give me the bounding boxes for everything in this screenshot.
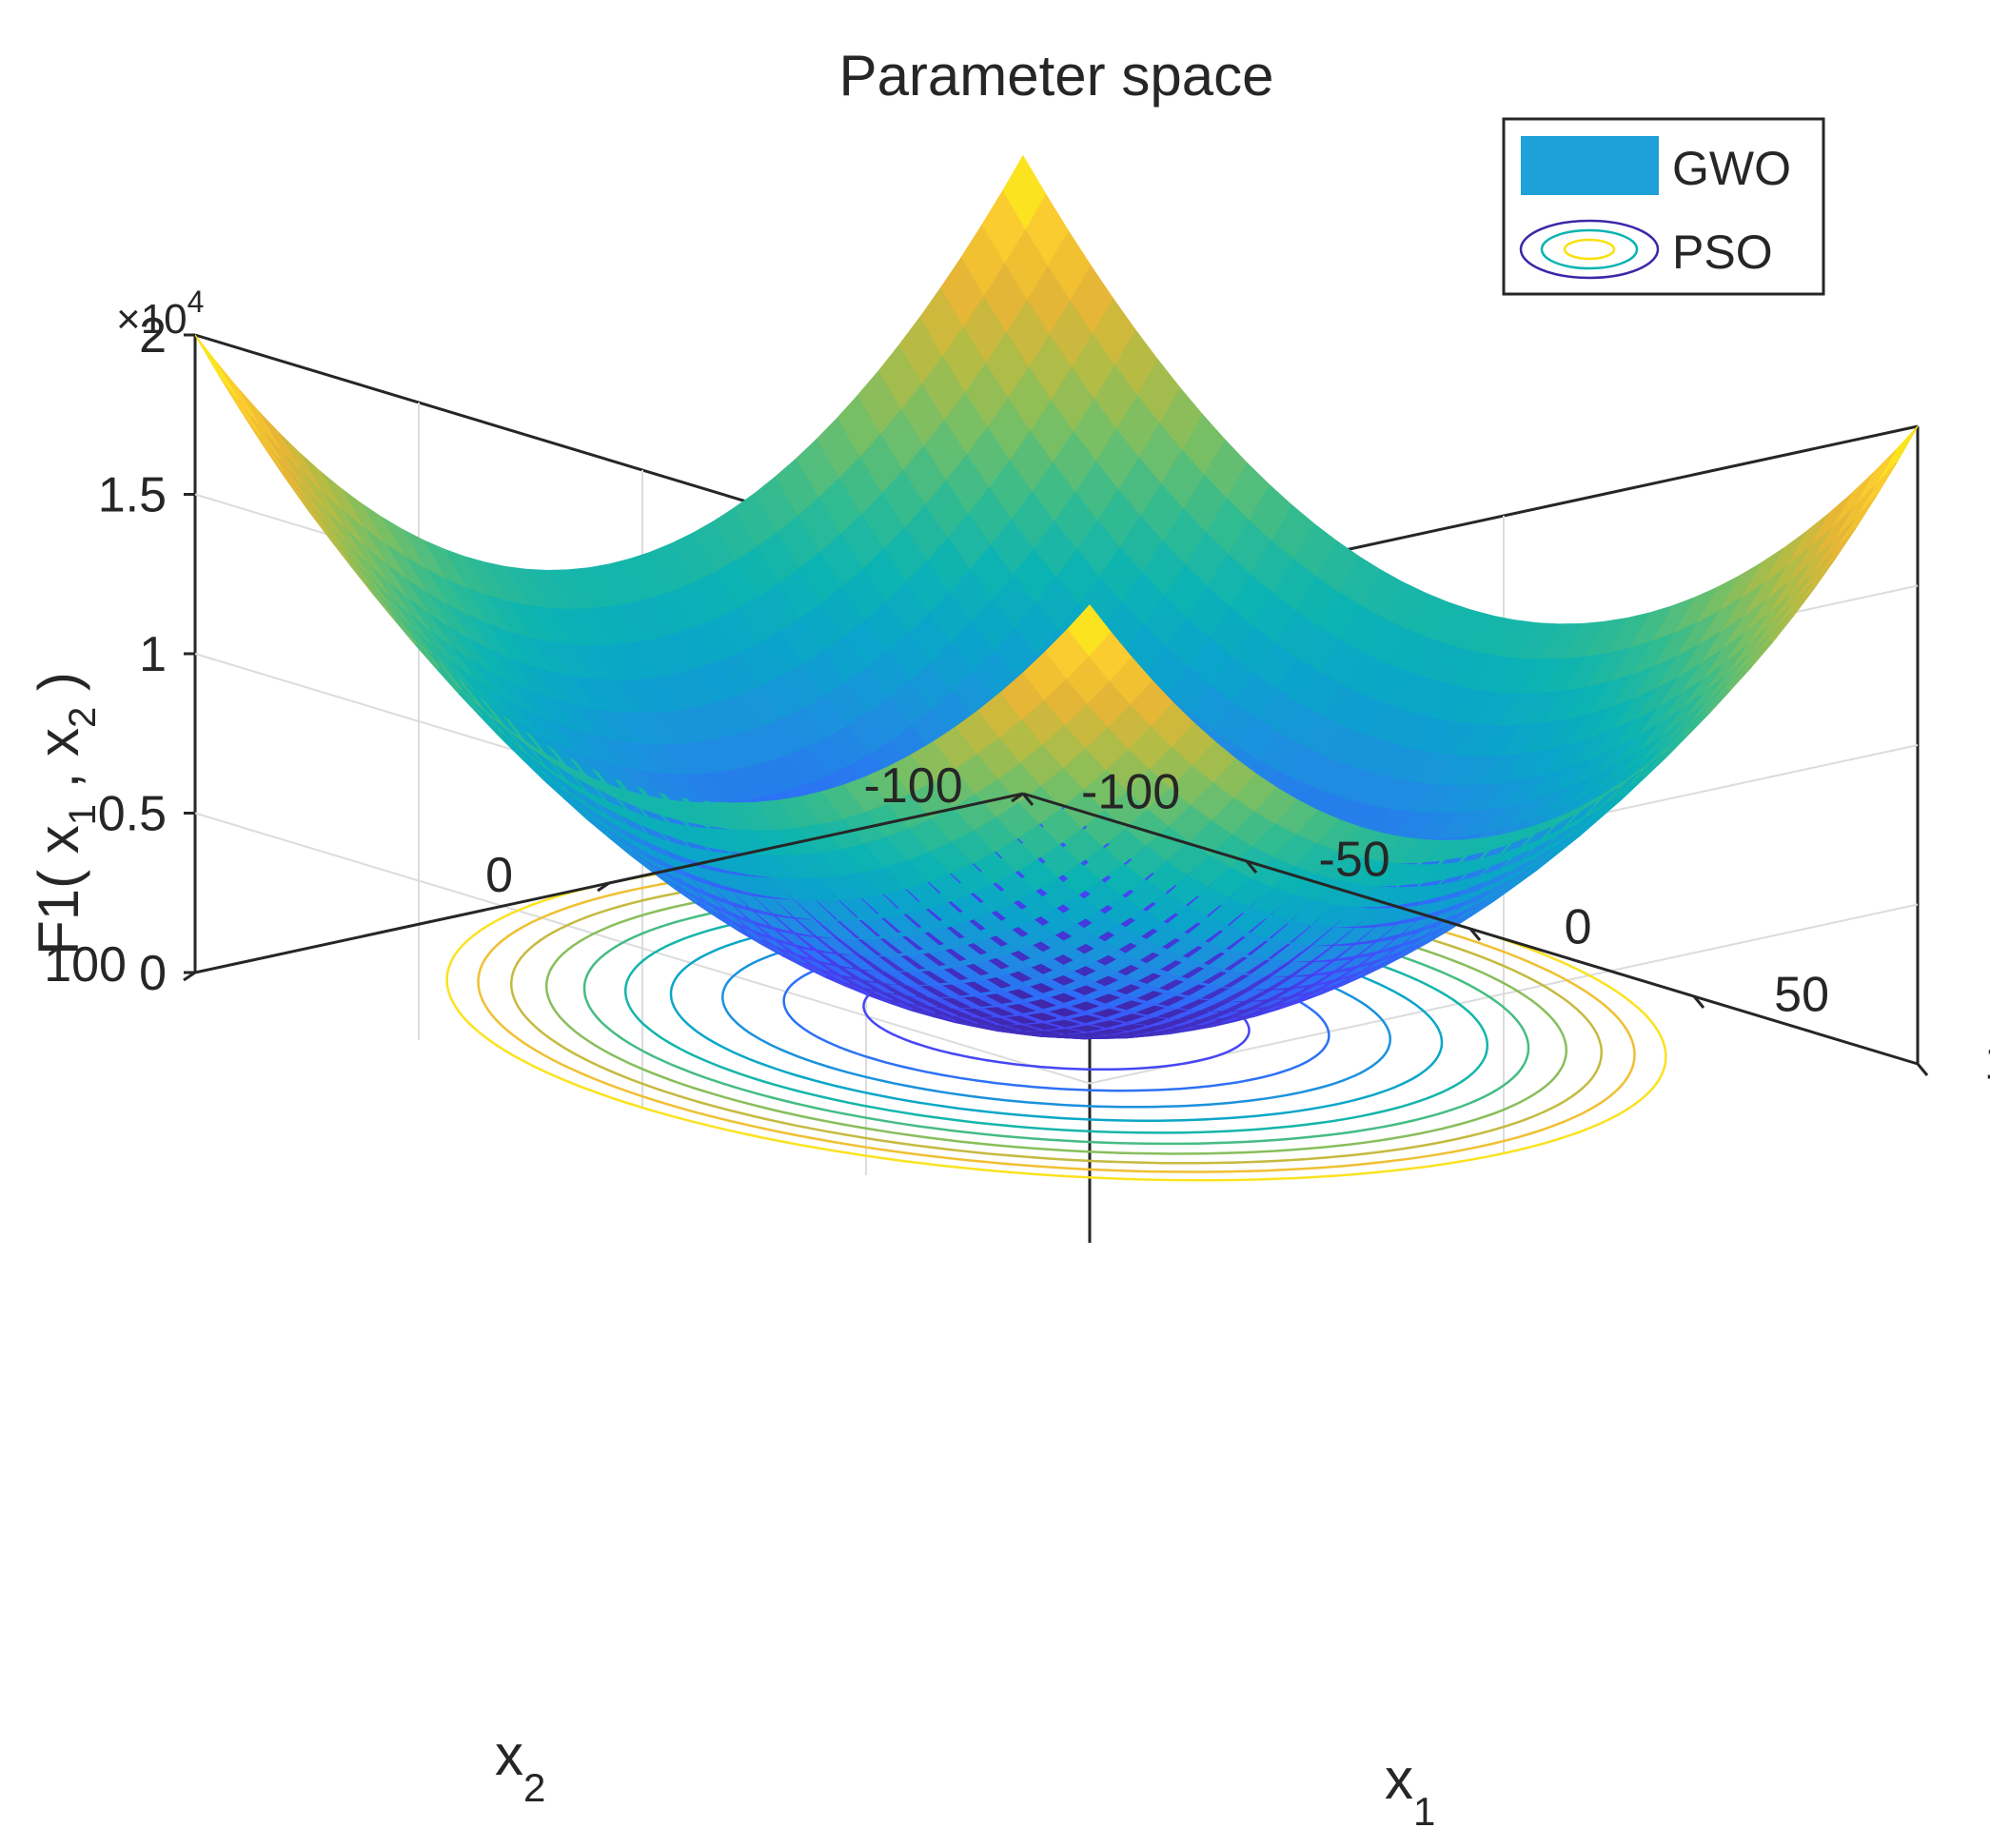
- z-multiplier-base: ×10: [116, 296, 187, 343]
- z-tick-label-4: 2: [139, 308, 167, 364]
- x-tick-label-0: -100: [1081, 765, 1180, 820]
- surface-patch-1597: [215, 361, 260, 425]
- tick-marks: [183, 333, 1929, 1076]
- legend-label-pso: PSO: [1672, 226, 1773, 279]
- y-tick-1: [597, 881, 610, 893]
- z-tick-label-3: 1.5: [98, 468, 167, 523]
- x-tick-label-2: 0: [1565, 900, 1592, 955]
- y-axis-label: x2: [495, 1723, 545, 1810]
- z-tick-label-0: 0: [139, 946, 167, 1001]
- chart-title: Parameter space: [839, 44, 1274, 108]
- z-label-part-4: ): [27, 672, 90, 707]
- z-multiplier-exp: 4: [187, 285, 205, 319]
- z-label-sub-1: 1: [62, 804, 104, 825]
- z-axis-label: F1( x1 , x2 ): [27, 672, 104, 955]
- x-label-sub: 1: [1413, 1789, 1435, 1834]
- surface-patch-1594: [235, 385, 281, 448]
- legend-swatch-gwo: [1521, 136, 1659, 195]
- surface-patch-1598: [216, 372, 262, 437]
- surface-patch-1599: [194, 334, 239, 401]
- x-tick-label-3: 50: [1774, 968, 1829, 1023]
- y-tick-label-2: 100: [44, 937, 127, 993]
- y-tick-label-1: 0: [485, 848, 513, 903]
- x-tick-0: [1021, 793, 1034, 806]
- y-label-base: x: [495, 1723, 523, 1787]
- gwo-surface: [194, 154, 1919, 1040]
- y-label-sub: 2: [523, 1765, 545, 1810]
- contour-level-5: [582, 891, 1530, 1146]
- z-tick-label-2: 1: [139, 627, 167, 682]
- contour-level-6: [544, 881, 1568, 1155]
- legend-label-gwo: GWO: [1672, 142, 1791, 195]
- contour-level-8: [477, 863, 1636, 1173]
- y-tick-label-0: -100: [864, 758, 963, 814]
- x-tick-1: [1245, 860, 1258, 874]
- z-label-part-2: , x: [27, 728, 90, 804]
- x-label-base: x: [1385, 1747, 1413, 1811]
- x-axis-label: x1: [1385, 1747, 1435, 1834]
- y-tick-0: [1011, 792, 1024, 803]
- x-tick-2: [1468, 928, 1482, 941]
- z-tick-label-1: 0.5: [98, 787, 167, 842]
- x-tick-label-4: 100: [1984, 1035, 1990, 1091]
- z-label-part-0: F1( x: [27, 825, 90, 955]
- x-tick-4: [1916, 1063, 1929, 1076]
- contour-level-7: [510, 872, 1603, 1165]
- legend: GWO PSO: [1502, 117, 1825, 296]
- legend-swatch-pso: [1519, 219, 1660, 280]
- z-label-sub-2: 2: [62, 707, 104, 728]
- x-tick-3: [1692, 995, 1705, 1009]
- z-multiplier: ×104: [116, 285, 204, 343]
- x-tick-label-1: -50: [1319, 833, 1390, 888]
